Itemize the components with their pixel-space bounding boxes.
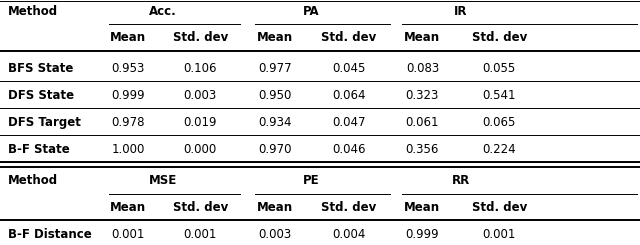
Text: 0.003: 0.003: [259, 228, 292, 241]
Text: 1.000: 1.000: [111, 143, 145, 157]
Text: 0.356: 0.356: [406, 143, 439, 157]
Text: B-F Distance: B-F Distance: [8, 228, 92, 241]
Text: 0.047: 0.047: [332, 116, 365, 129]
Text: 0.061: 0.061: [406, 116, 439, 129]
Text: 0.106: 0.106: [184, 62, 217, 75]
Text: 0.001: 0.001: [111, 228, 145, 241]
Text: Std. dev: Std. dev: [173, 201, 228, 214]
Text: 0.978: 0.978: [111, 116, 145, 129]
Text: Mean: Mean: [110, 31, 146, 45]
Text: 0.064: 0.064: [332, 89, 365, 102]
Text: 0.323: 0.323: [406, 89, 439, 102]
Text: 0.003: 0.003: [184, 89, 217, 102]
Text: B-F State: B-F State: [8, 143, 70, 157]
Text: PE: PE: [303, 174, 320, 187]
Text: 0.000: 0.000: [184, 143, 217, 157]
Text: 0.934: 0.934: [259, 116, 292, 129]
Text: Std. dev: Std. dev: [472, 31, 527, 45]
Text: 0.224: 0.224: [483, 143, 516, 157]
Text: 0.019: 0.019: [184, 116, 217, 129]
Text: PA: PA: [303, 4, 320, 18]
Text: 0.541: 0.541: [483, 89, 516, 102]
Text: 0.953: 0.953: [111, 62, 145, 75]
Text: RR: RR: [452, 174, 470, 187]
Text: Mean: Mean: [404, 31, 440, 45]
Text: DFS Target: DFS Target: [8, 116, 81, 129]
Text: Mean: Mean: [404, 201, 440, 214]
Text: 0.970: 0.970: [259, 143, 292, 157]
Text: Std. dev: Std. dev: [173, 31, 228, 45]
Text: IR: IR: [454, 4, 468, 18]
Text: 0.977: 0.977: [259, 62, 292, 75]
Text: 0.999: 0.999: [406, 228, 439, 241]
Text: Mean: Mean: [257, 201, 293, 214]
Text: 0.950: 0.950: [259, 89, 292, 102]
Text: Method: Method: [8, 174, 58, 187]
Text: Mean: Mean: [257, 31, 293, 45]
Text: 0.045: 0.045: [332, 62, 365, 75]
Text: Std. dev: Std. dev: [321, 31, 376, 45]
Text: DFS State: DFS State: [8, 89, 74, 102]
Text: 0.046: 0.046: [332, 143, 365, 157]
Text: 0.055: 0.055: [483, 62, 516, 75]
Text: 0.004: 0.004: [332, 228, 365, 241]
Text: 0.001: 0.001: [483, 228, 516, 241]
Text: Std. dev: Std. dev: [321, 201, 376, 214]
Text: 0.999: 0.999: [111, 89, 145, 102]
Text: 0.065: 0.065: [483, 116, 516, 129]
Text: 0.001: 0.001: [184, 228, 217, 241]
Text: Std. dev: Std. dev: [472, 201, 527, 214]
Text: Mean: Mean: [110, 201, 146, 214]
Text: BFS State: BFS State: [8, 62, 74, 75]
Text: MSE: MSE: [149, 174, 177, 187]
Text: 0.083: 0.083: [406, 62, 439, 75]
Text: Method: Method: [8, 4, 58, 18]
Text: Acc.: Acc.: [149, 4, 177, 18]
